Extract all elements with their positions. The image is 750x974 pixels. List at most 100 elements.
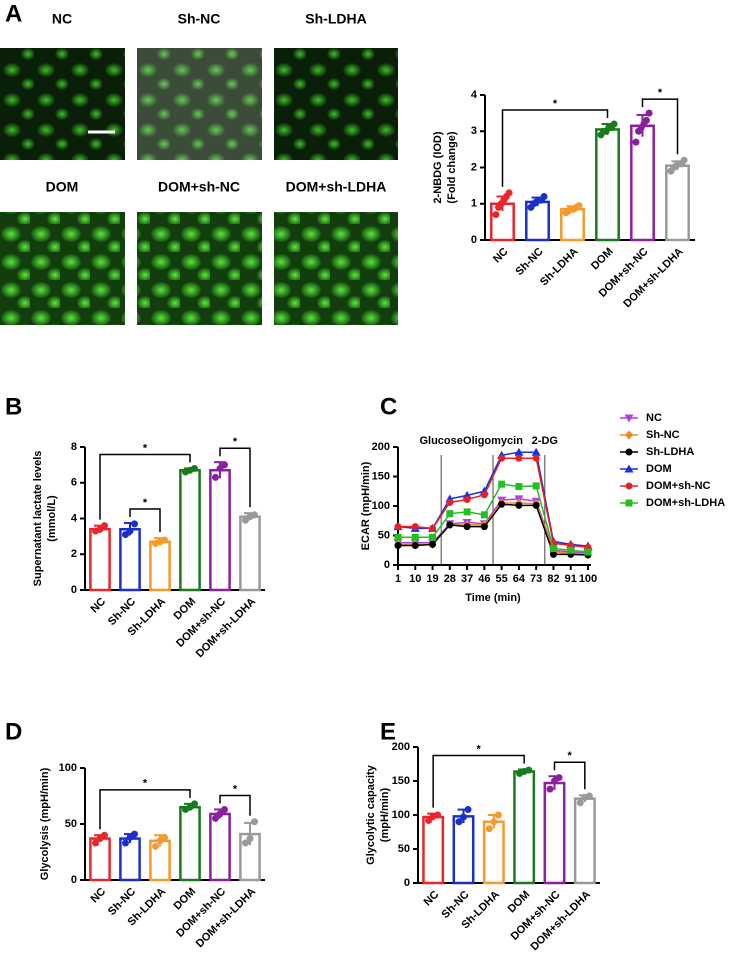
data-point [434, 811, 442, 819]
significance-label: * [477, 743, 482, 755]
data-point [101, 522, 108, 530]
legend-marker [624, 464, 634, 473]
legend-label: Sh-LDHA [646, 446, 694, 458]
bar [452, 815, 475, 885]
y-tick-label: 100 [372, 500, 390, 512]
significance-bracket [99, 789, 191, 830]
marker [515, 483, 523, 491]
marker [498, 454, 506, 462]
y-tick-label: 6 [71, 477, 77, 489]
y-tick-label: 4 [471, 89, 478, 101]
y-axis-label: (mmol/L) [46, 495, 58, 542]
data-point [122, 839, 129, 847]
y-tick-label: 0 [71, 584, 77, 596]
micrograph [137, 212, 262, 325]
marker [515, 454, 523, 462]
data-point [490, 818, 498, 826]
significance-label: * [568, 750, 573, 762]
data-point [455, 818, 463, 826]
micrograph [0, 212, 125, 325]
marker [463, 508, 471, 516]
annotation-label: 2-DG [532, 435, 558, 447]
data-point [242, 839, 249, 847]
significance-label: * [143, 778, 148, 790]
data-point [540, 193, 548, 200]
legend-label: DOM+sh-NC [646, 480, 711, 492]
data-point [585, 792, 593, 800]
data-point [161, 833, 168, 841]
bar [422, 815, 445, 885]
data-point [425, 816, 433, 824]
data-point [152, 842, 159, 850]
marker [532, 501, 540, 509]
marker [567, 546, 575, 554]
legend-label: NC [646, 412, 662, 424]
significance-label: * [233, 436, 238, 448]
marker [531, 447, 541, 456]
data-point [505, 189, 513, 197]
y-axis-label: Glycolysis (mpH/min) [39, 767, 51, 880]
x-tick-label: 28 [444, 573, 456, 585]
marker [514, 447, 524, 456]
data-point [525, 766, 533, 774]
x-tick-label: NC [88, 886, 108, 906]
marker [446, 498, 454, 506]
significance-bracket [219, 794, 251, 816]
y-tick-label: 8 [71, 441, 77, 453]
data-point [131, 520, 138, 528]
marker [549, 544, 557, 552]
x-tick-label: 55 [496, 573, 508, 585]
panel-letter: A [5, 0, 22, 27]
y-tick-label: 200 [392, 741, 410, 753]
marker [394, 533, 402, 541]
marker [446, 521, 454, 529]
data-point [221, 461, 228, 469]
data-point [246, 835, 254, 843]
data-point [642, 116, 650, 124]
bar [89, 527, 111, 592]
y-tick-label: 3 [471, 125, 477, 137]
marker [411, 542, 419, 550]
bar [573, 797, 596, 885]
bar [179, 468, 201, 592]
legend-label: DOM+sh-LDHA [646, 497, 725, 509]
data-point [251, 818, 258, 826]
data-point [212, 473, 219, 481]
significance-label: * [658, 87, 663, 99]
legend-marker [625, 448, 633, 456]
significance-label: * [233, 783, 238, 795]
bar [665, 164, 690, 242]
x-tick-label: 1 [395, 573, 401, 585]
x-tick-label: 10 [409, 573, 421, 585]
image-label: DOM+sh-NC [158, 179, 240, 195]
significance-bracket [641, 98, 679, 155]
data-point [101, 831, 108, 839]
panel-letter: D [5, 718, 22, 745]
data-point [610, 120, 618, 128]
bar [179, 805, 201, 882]
x-tick-label: 37 [461, 573, 473, 585]
marker [532, 454, 540, 462]
significance-label: * [553, 98, 558, 110]
significance-bracket [553, 761, 586, 790]
y-axis-label: 2-NBDG (IOD) [432, 131, 444, 203]
x-tick-label: 19 [426, 573, 438, 585]
x-tick-label: Sh-LDHA [538, 246, 581, 289]
y-tick-label: 1 [471, 198, 477, 210]
marker [480, 491, 488, 499]
x-tick-label: DOM [172, 596, 199, 623]
image-label: Sh-LDHA [305, 11, 366, 27]
marker [584, 548, 592, 556]
marker [480, 523, 488, 531]
bar [149, 540, 171, 592]
legend-marker [625, 499, 633, 507]
y-tick-label: 2 [71, 548, 77, 560]
y-tick-label: 50 [378, 529, 390, 541]
significance-label: * [143, 497, 148, 509]
annotation-label: Oligomycin [463, 435, 523, 447]
marker [498, 480, 506, 488]
y-tick-label: 150 [372, 470, 390, 482]
micrograph [0, 48, 125, 160]
